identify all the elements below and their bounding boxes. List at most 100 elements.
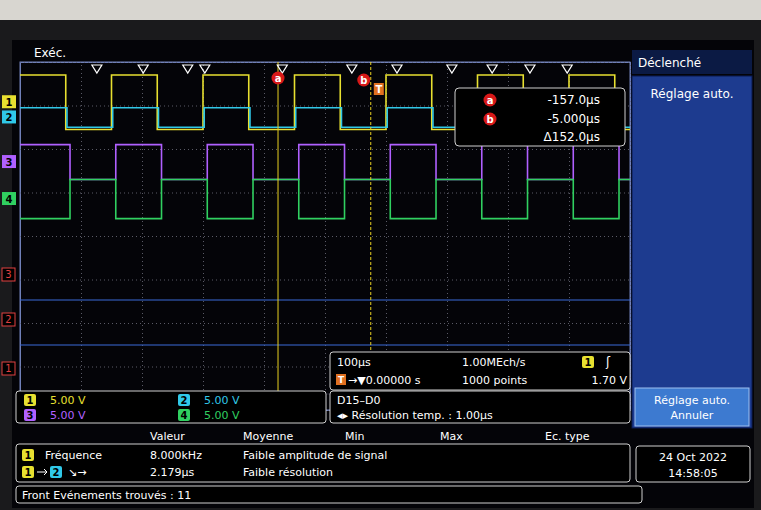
cursor-name: a [275,73,282,84]
tick [20,149,630,150]
channel-marker [2,110,16,123]
lane-label: 2 [5,314,11,325]
digital-lane [20,300,630,301]
channel-badge [178,409,190,421]
channel-badge [582,356,594,368]
measurement-value: 8.000kHz [150,449,202,462]
channel-marker-label: 1 [6,97,13,108]
channel-badge [50,466,62,478]
lane-label: 3 [5,269,11,280]
trigger-marker [374,83,384,95]
channel-badge-label: 1 [25,450,32,461]
page: 3211234abTExéc.a-157.0µsb-5.000µsΔ152.0µ… [0,0,761,510]
event-marker [392,65,402,73]
cursor-line [278,62,279,410]
menu-panel [632,76,752,428]
lane-flag [2,313,15,326]
cursor-readout [455,88,625,146]
cursor-delta: Δ152.0µs [544,130,600,144]
channel-badge [22,449,34,461]
channel-marker [2,192,16,205]
measurement-header: Max [440,430,463,443]
cursor-value: -5.000µs [547,112,600,126]
channel-badge-label: 2 [53,467,60,478]
event-marker [525,65,535,73]
channel-marker-label: 4 [6,194,13,205]
digital-lane [20,345,630,346]
tick [20,280,630,281]
plot-frame [20,62,630,410]
frame [0,20,761,510]
arrow [37,469,47,475]
axis-line [21,62,631,411]
grid-line [81,62,82,410]
run-state: Exéc. [34,46,66,60]
menu-button-label[interactable]: Réglage auto. [654,394,730,407]
date: 24 Oct 2022 [659,451,727,464]
menu-title: Réglage auto. [651,87,734,101]
grid-line [142,62,143,410]
grid-line [20,149,630,150]
event-marker [447,65,457,73]
measurement-header: Min [345,430,365,443]
status: Front Evénements trouvés : 11 [22,489,191,502]
channel-scale: 5.00 V [50,394,86,407]
channel-badge [22,466,34,478]
channel-badge-label: 2 [181,395,188,406]
x-axis [21,62,631,411]
waveform [20,179,630,218]
digital-box [330,391,630,423]
scope-screen: 3211234abTExéc.a-157.0µsb-5.000µsΔ152.0µ… [0,0,761,510]
menu-button[interactable] [635,388,749,426]
cursor-name: b [360,75,367,86]
y-axis [20,63,630,411]
channel-scale-box [16,391,326,423]
measurement-mean: Faible résolution [243,466,333,479]
screen [12,40,754,508]
channel-badge-label: 3 [27,410,34,421]
grid-line [20,323,630,324]
lane-label: 1 [5,363,11,374]
cursor-badge [484,113,497,126]
measurement-header: Valeur [150,430,185,443]
plot-area [20,62,630,410]
event-marker [200,65,210,73]
event-marker [562,65,572,73]
digital-channels: D15–D0 [337,394,380,407]
event-marker [92,65,102,73]
channel-marker [2,95,16,108]
grid-line [20,236,630,237]
measurement-name: ↘→ [68,466,86,479]
channel-marker-label: 2 [6,112,13,123]
date-box [636,446,750,482]
cursor-name: b [486,114,493,125]
waveform [20,145,630,180]
status-bar [16,486,642,503]
menu-button-label[interactable]: Annuler [671,409,714,422]
grid-line [20,280,630,281]
tick [20,236,630,237]
channel-scale: 5.00 V [50,409,86,422]
trigger-status-bar [632,50,752,74]
channel-scale: 5.00 V [204,409,240,422]
trigger-marker [336,374,346,385]
event-marker [487,65,497,73]
measurement-header: Moyenne [243,430,293,443]
tick [325,62,326,410]
channel-marker-label: 3 [6,157,13,168]
time: 14:58:05 [668,467,717,480]
trigger-slope: ʃ [605,355,611,369]
channel-badge [24,394,36,406]
cursor-badge [484,94,497,107]
lane-flag [2,362,15,375]
trigger-position: →▼0.00000 s [348,374,421,387]
channel-badge-label: 1 [25,467,32,478]
measurement-mean: Faible amplitude de signal [243,449,387,462]
timebase: 100µs [337,356,371,369]
tick [20,193,630,194]
channel-marker [2,155,16,168]
trigger-marker-label: T [375,84,382,95]
tick [81,62,82,410]
channel-scale: 5.00 V [204,394,240,407]
trigger-level: 1.70 V [591,374,627,387]
